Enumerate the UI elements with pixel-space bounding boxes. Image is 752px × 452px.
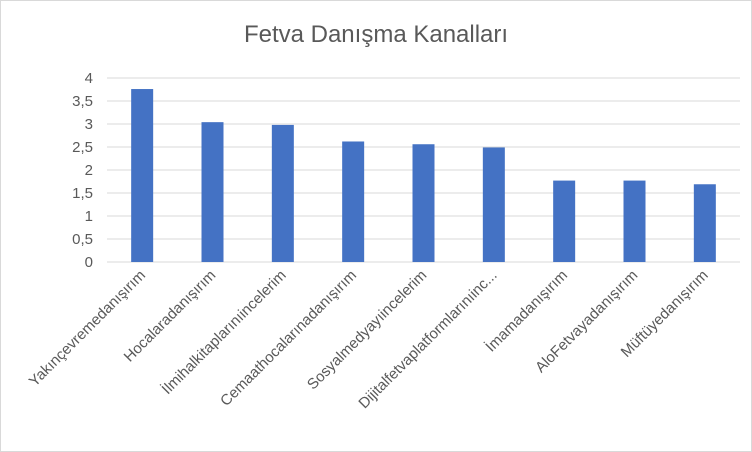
y-axis-ticks: 0 0,5 1 1,5 2 2,5 3 3,5 4 <box>72 70 93 271</box>
bar <box>693 184 716 262</box>
y-tick-label: 1 <box>85 208 93 225</box>
x-category-label: İlmihalkitaplarınıincelerim <box>158 266 290 398</box>
bar <box>553 180 576 262</box>
x-category-label: Yakınçevremedanışırım <box>26 267 149 390</box>
bar <box>482 147 505 262</box>
y-tick-label: 3,5 <box>72 93 93 110</box>
y-tick-label: 2 <box>85 162 93 179</box>
bar <box>201 122 224 262</box>
bar <box>412 144 435 262</box>
x-category-label: Dijitalfetvaplatformlarınıinc... <box>355 267 500 412</box>
x-category-label: Cemaathocalarınadanışırım <box>217 267 360 410</box>
bar <box>131 89 154 262</box>
bar <box>342 141 365 262</box>
bar <box>623 180 646 262</box>
x-category-label: Sosyalmedyayıincelerim <box>304 267 430 393</box>
y-tick-label: 4 <box>85 70 93 87</box>
chart-title: Fetva Danışma Kanalları <box>243 21 509 48</box>
y-tick-label: 0,5 <box>72 231 93 248</box>
y-tick-label: 1,5 <box>72 185 93 202</box>
bar <box>271 124 294 262</box>
x-axis-labels: YakınçevremedanışırımHocalaradanışırımİl… <box>26 266 712 412</box>
bars <box>131 89 716 262</box>
y-tick-label: 3 <box>85 116 93 133</box>
y-tick-label: 0 <box>85 254 93 271</box>
y-tick-label: 2,5 <box>72 139 93 156</box>
